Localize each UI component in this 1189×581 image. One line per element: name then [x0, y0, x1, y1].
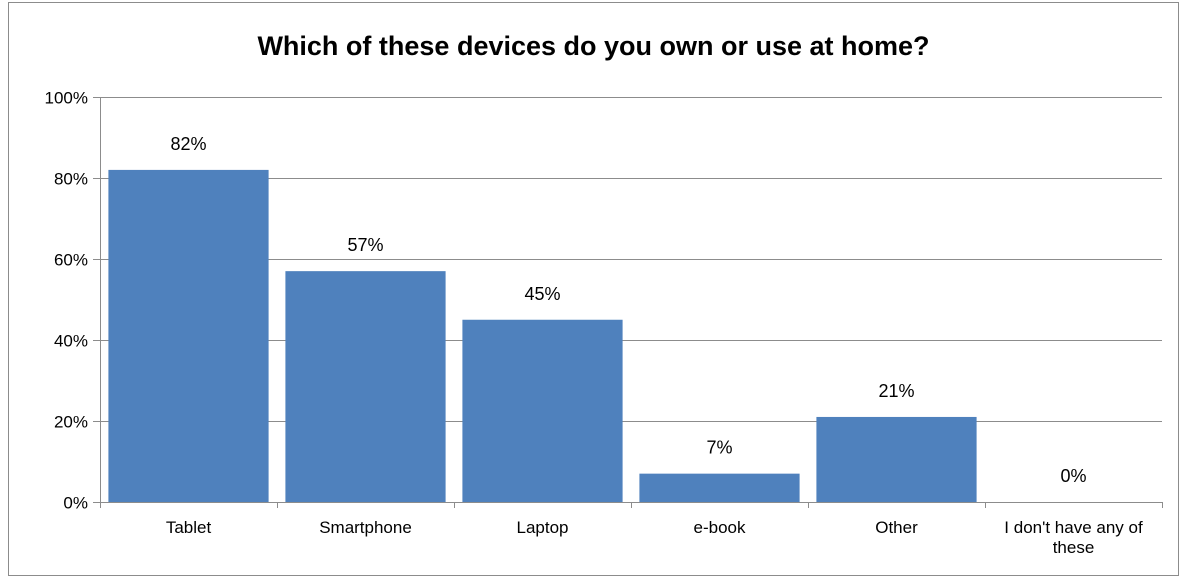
y-tick-label: 40% [54, 332, 88, 351]
data-label: 0% [1060, 466, 1086, 486]
bar [108, 169, 269, 502]
bar [639, 473, 800, 502]
y-tick-label: 20% [54, 413, 88, 432]
axes [100, 97, 1163, 508]
bar-chart: 0% 20% 40% 60% 80% 100% 82% Tablet 57% Smartphone… [45, 89, 1163, 558]
y-tick-label: 100% [45, 89, 88, 108]
x-tick-label: e-book [694, 518, 746, 537]
bar [816, 416, 977, 502]
bars [108, 169, 977, 502]
x-tick-label: Tablet [166, 518, 212, 537]
x-tick-label: Smartphone [319, 518, 412, 537]
x-tick-label: Other [875, 518, 918, 537]
chart-frame: Which of these devices do you own or use… [8, 2, 1179, 576]
y-tick-label: 0% [63, 494, 88, 513]
bar [285, 271, 446, 502]
data-label: 45% [524, 284, 560, 304]
y-tick-label: 80% [54, 170, 88, 189]
data-label: 82% [170, 134, 206, 154]
data-label: 57% [347, 235, 383, 255]
data-label: 21% [878, 381, 914, 401]
x-tick-label: Laptop [517, 518, 569, 537]
x-tick-label: these [1053, 538, 1095, 557]
y-tick-label: 60% [54, 251, 88, 270]
data-label: 7% [706, 438, 732, 458]
chart-title: Which of these devices do you own or use… [257, 31, 930, 61]
labels: 0% 20% 40% 60% 80% 100% 82% Tablet 57% Smartphone… [45, 89, 1143, 558]
x-tick-label: I don't have any of [1004, 518, 1143, 537]
bar [462, 319, 623, 502]
